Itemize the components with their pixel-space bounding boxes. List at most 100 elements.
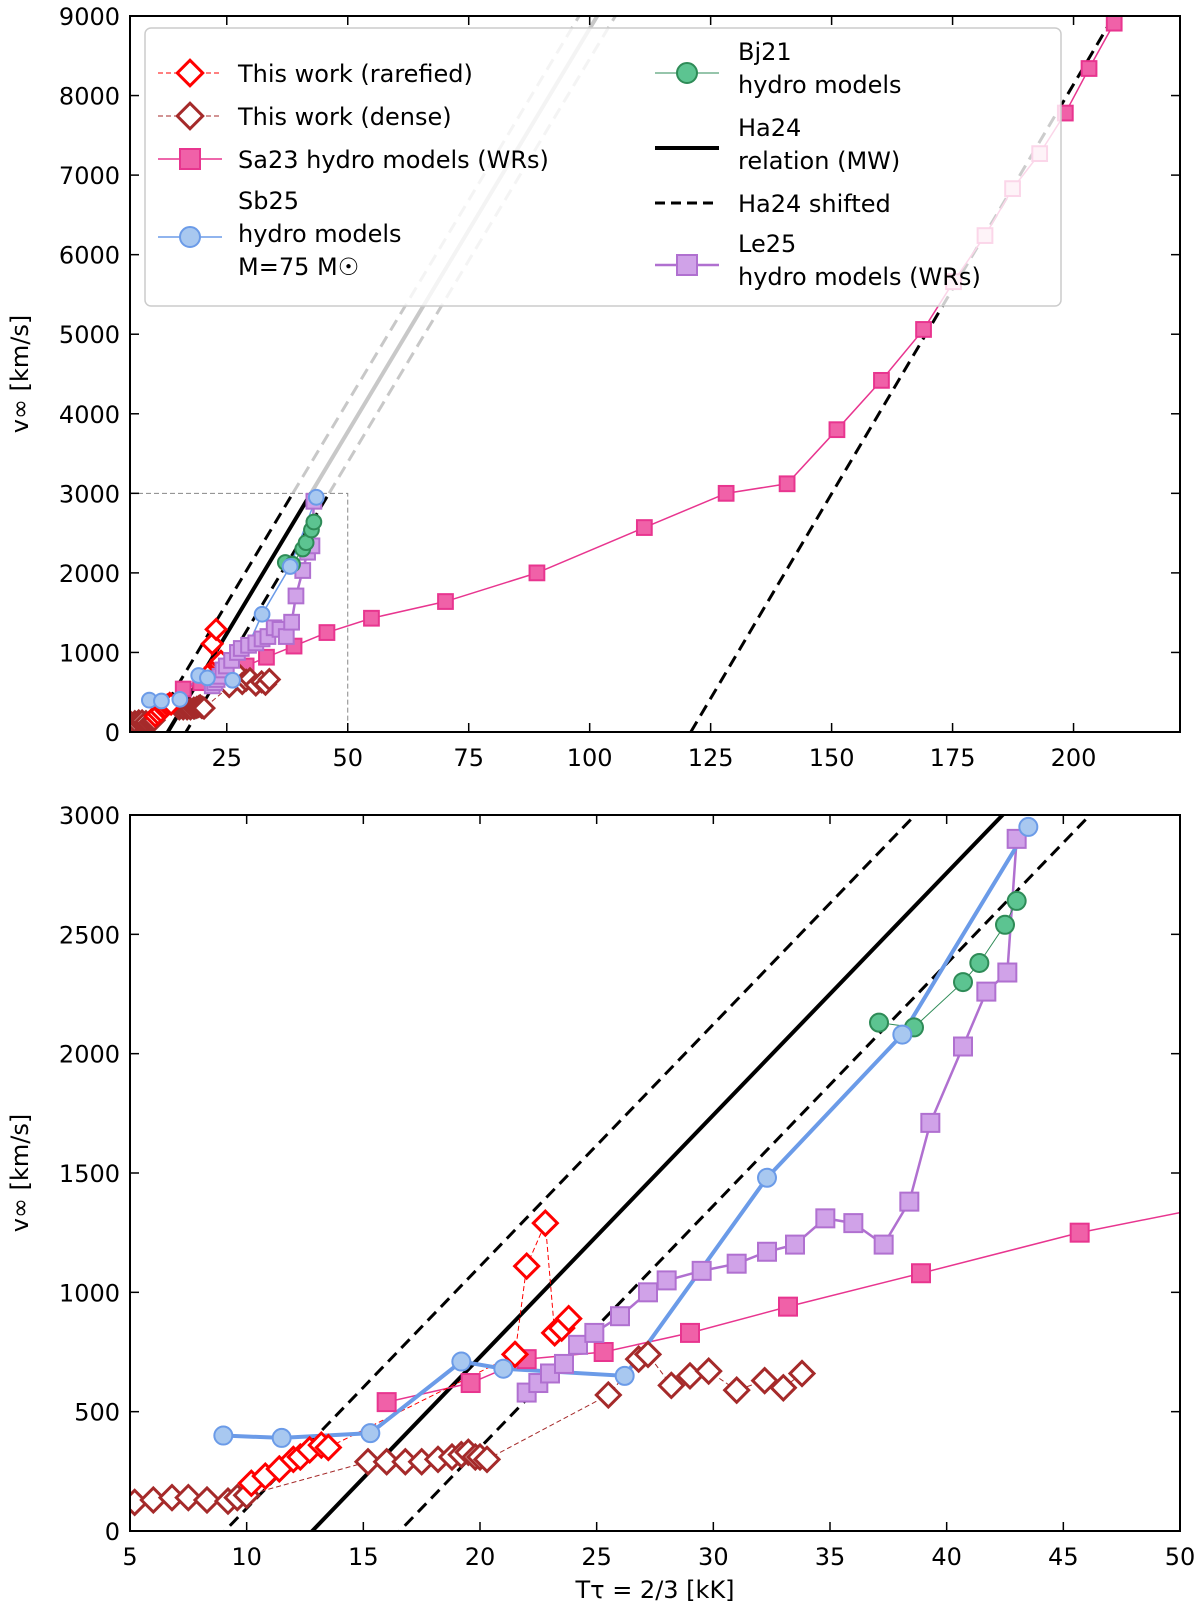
top-sa23-point — [528, 564, 546, 582]
bottom-sb25-point — [614, 1365, 635, 1386]
bottom-dense-point — [633, 1340, 663, 1369]
top-sb25-point — [153, 692, 170, 710]
legend-label-le25-line1: Le25 — [738, 230, 796, 258]
bottom-sb25-point — [493, 1358, 514, 1379]
legend-label-le25-line2: hydro models (WRs) — [738, 263, 981, 291]
legend-frame — [144, 27, 1062, 307]
bottom-le25-point — [554, 1353, 574, 1374]
top-sa23-point — [1080, 60, 1098, 77]
bottom-x-tick-label: 25 — [581, 1543, 612, 1571]
top-sb25-point — [253, 605, 271, 623]
legend-entry-rarefied: This work (rarefied) — [158, 58, 473, 88]
bottom-le25-point — [638, 1282, 658, 1303]
legend-label-sb25-line1: Sb25 — [238, 187, 299, 215]
bottom-dense-point — [139, 1485, 168, 1515]
bottom-y-tick-label: 1000 — [59, 1279, 120, 1307]
top-y-tick-label: 9000 — [59, 3, 120, 31]
top-x-tick-label: 175 — [930, 744, 976, 772]
bottom-bj21-point — [1006, 890, 1027, 911]
top-x-tick-label: 25 — [212, 744, 243, 772]
legend-entry-sb25: Sb25 hydro models M=75 M☉ — [158, 187, 409, 281]
bottom-sb25-point — [271, 1427, 292, 1448]
bottom-bj21-point — [995, 914, 1015, 935]
bottom-le25-point — [785, 1234, 805, 1255]
bottom-dense-point — [472, 1445, 502, 1474]
top-ha24-line — [165, 492, 313, 732]
bottom-dense-point — [787, 1359, 817, 1388]
top-sa23-point — [1105, 16, 1123, 32]
top-sb25-point — [281, 558, 299, 575]
legend-entry-bj21: Bj21 hydro models — [655, 38, 902, 99]
bottom-dense-point — [174, 1483, 203, 1512]
bottom-dense-point — [594, 1380, 623, 1410]
top-sa23-point — [437, 593, 454, 610]
bottom-x-tick-label: 10 — [231, 1543, 262, 1571]
bottom-sa23-point — [911, 1263, 931, 1284]
bottom-le25-point — [873, 1234, 894, 1255]
bottom-dense-point — [192, 1485, 222, 1515]
legend-label-le25: Le25 hydro models (WRs) — [738, 230, 981, 291]
bottom-le25-point — [1006, 828, 1027, 849]
bottom-dense-point — [769, 1373, 798, 1402]
top-bj21-point — [305, 513, 323, 531]
bottom-y-tick-label: 2000 — [59, 1041, 120, 1069]
bottom-y-tick-label: 2500 — [59, 921, 120, 949]
legend-label-bj21-line1: Bj21 — [738, 38, 792, 66]
legend-label-ha24-line2: relation (MW) — [738, 147, 900, 175]
top-y-tick-label: 1000 — [59, 639, 120, 667]
legend-label-sb25-line3: M=75 M☉ — [238, 253, 359, 281]
top-x-tick-label: 100 — [567, 744, 613, 772]
bottom-y-tick-label: 500 — [74, 1399, 120, 1427]
bottom-y-tick-label: 1500 — [59, 1160, 120, 1188]
bottom-sa23-point — [593, 1342, 614, 1362]
bottom-x-tick-label: 15 — [348, 1543, 379, 1571]
legend-entry-dense: This work (dense) — [158, 101, 452, 131]
bottom-rarefied-point — [500, 1340, 530, 1369]
top-y-tick-label: 2000 — [59, 560, 120, 588]
bottom-le25-point — [843, 1213, 864, 1234]
legend-label-rarefied: This work (rarefied) — [237, 60, 473, 88]
top-x-tick-label: 125 — [688, 744, 734, 772]
bottom-rarefied-point — [554, 1304, 583, 1333]
bottom-dense-point — [391, 1447, 420, 1476]
top-sa23-point — [828, 421, 846, 439]
top-y-tick-label: 6000 — [59, 242, 120, 270]
bottom-le25-point — [584, 1322, 605, 1343]
bottom-le25-point — [953, 1036, 973, 1057]
top-x-tick-label: 200 — [1051, 744, 1097, 772]
legend-label-dense: This work (dense) — [237, 103, 452, 131]
top-y-tick-label: 5000 — [59, 321, 120, 349]
bottom-dense-point — [694, 1356, 723, 1386]
bottom-rarefied-point — [314, 1433, 343, 1462]
legend-label-ha24-shifted: Ha24 shifted — [738, 190, 891, 218]
bottom-sb25-point — [360, 1423, 381, 1444]
bottom-le25-point — [815, 1208, 836, 1229]
top-y-tick-label: 4000 — [59, 401, 120, 429]
legend-label-bj21-line2: hydro models — [738, 71, 902, 99]
bottom-sa23-point — [1069, 1222, 1090, 1243]
bottom-le25-point — [568, 1334, 588, 1355]
top-sa23-point — [363, 609, 380, 627]
top-panel: 25 50 75 100 125 150 175 2000100020003000400050… — [6, 3, 1181, 772]
bottom-sb25-point — [892, 1024, 913, 1045]
legend-label-sa23: Sa23 hydro models (WRs) — [238, 146, 549, 174]
bottom-markers — [130, 816, 1090, 1517]
top-le25-point — [277, 628, 295, 645]
bottom-x-tick-label: 35 — [815, 1543, 846, 1571]
bottom-panel: 5 10 15 20 25 30 35 40 45 50050010001500200025003… — [6, 802, 1195, 1604]
bottom-bj21-point — [953, 972, 973, 993]
bottom-axes-frame — [129, 814, 1181, 1532]
bottom-y-tick-label: 0 — [105, 1518, 120, 1546]
bottom-dense-point — [157, 1483, 187, 1512]
bottom-sa23-line — [386, 1211, 1180, 1403]
top-y-tick-label: 3000 — [59, 480, 120, 508]
legend-entry-sa23: Sa23 hydro models (WRs) — [158, 146, 549, 174]
legend-label-sb25: Sb25 hydro models M=75 M☉ — [238, 187, 409, 281]
bottom-bj21-point — [969, 952, 990, 973]
bottom-sa23-point — [460, 1373, 481, 1394]
top-sa23-point — [318, 624, 336, 641]
bottom-dense-point — [722, 1376, 751, 1405]
top-x-tick-label: 150 — [809, 744, 855, 772]
top-le25-point — [287, 587, 305, 605]
top-plot-area — [130, 16, 1123, 732]
